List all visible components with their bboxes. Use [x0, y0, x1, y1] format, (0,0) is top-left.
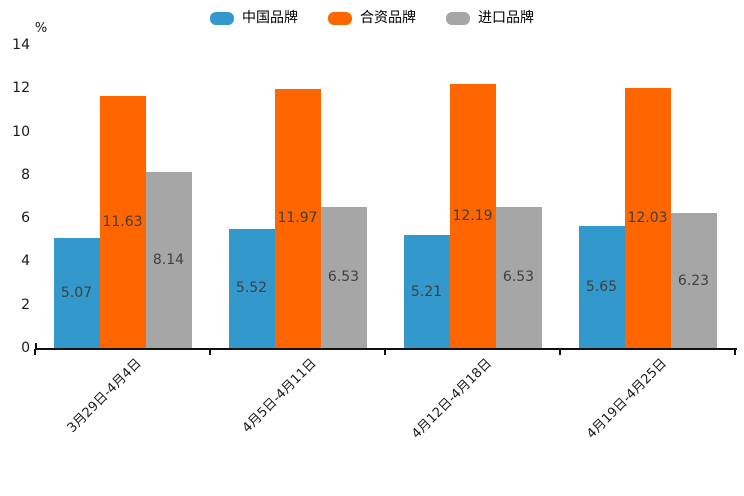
- legend-marker-icon: [210, 11, 234, 25]
- bar-value-label: 8.14: [152, 251, 185, 268]
- y-axis-tick-label: 2: [21, 296, 30, 313]
- y-axis-tick-label: 14: [12, 37, 30, 53]
- legend-item-series-1: 合资品牌: [328, 11, 416, 25]
- x-axis-category-label: 4月5日-4月11日: [240, 356, 321, 436]
- bar-value-label: 5.65: [585, 278, 618, 295]
- bar-series-2-category-3: 6.23: [670, 213, 717, 348]
- bar-series-2-category-2: 6.53: [495, 206, 542, 348]
- legend-item-label: 合资品牌: [360, 10, 416, 26]
- chart-legend: 中国品牌 合资品牌 进口品牌: [0, 8, 744, 28]
- legend-marker-icon: [328, 11, 352, 25]
- bar-value-label: 5.07: [60, 285, 93, 302]
- y-axis-tick-label: 0: [21, 340, 30, 356]
- legend-marker-icon: [446, 11, 470, 25]
- y-axis-tick-label: 6: [21, 210, 30, 227]
- bar-series-0-category-0: 5.07: [53, 238, 100, 348]
- x-axis-tick: [209, 349, 211, 355]
- bar-value-label: 12.19: [452, 208, 493, 225]
- x-axis-line: [35, 348, 737, 350]
- legend-item-series-0: 中国品牌: [210, 11, 298, 25]
- bar-value-label: 6.23: [677, 272, 710, 289]
- bar-value-label: 5.52: [235, 280, 268, 297]
- legend-item-series-2: 进口品牌: [446, 11, 534, 25]
- y-axis-tick-label: 4: [21, 253, 30, 270]
- x-axis-category-label: 4月12日-4月18日: [409, 356, 496, 442]
- y-axis-origin-stub: [35, 343, 37, 350]
- x-axis-tick: [384, 349, 386, 355]
- bar-value-label: 6.53: [327, 269, 360, 286]
- bar-series-0-category-1: 5.52: [228, 228, 275, 348]
- legend-item-label: 中国品牌: [242, 10, 298, 26]
- bar-series-0-category-3: 5.65: [578, 225, 625, 348]
- bar-series-2-category-1: 6.53: [320, 206, 367, 348]
- y-axis-tick-label: 8: [21, 166, 30, 183]
- bar-value-label: 11.97: [277, 210, 318, 227]
- x-axis-tick: [559, 349, 561, 355]
- bar-value-label: 5.21: [410, 283, 443, 300]
- x-axis-tick: [734, 349, 736, 355]
- bar-series-1-category-2: 12.19: [449, 84, 496, 348]
- bar-series-1-category-1: 11.97: [274, 88, 321, 348]
- x-axis-category-label: 3月29日-4月4日: [65, 356, 146, 436]
- y-axis-unit-label: %: [34, 21, 48, 36]
- bar-series-2-category-0: 8.14: [145, 171, 192, 348]
- bar-value-label: 6.53: [502, 269, 535, 286]
- bar-series-1-category-3: 12.03: [624, 87, 671, 348]
- x-axis-tick: [34, 349, 36, 355]
- x-axis-category-label: 4月19日-4月25日: [584, 356, 671, 442]
- bar-value-label: 11.63: [102, 214, 143, 231]
- legend-item-label: 进口品牌: [478, 10, 534, 26]
- y-axis-tick-label: 10: [12, 123, 30, 140]
- bar-series-0-category-2: 5.21: [403, 235, 450, 348]
- bar-series-1-category-0: 11.63: [99, 96, 146, 348]
- y-axis-tick-label: 12: [12, 80, 30, 97]
- bar-value-label: 12.03: [627, 209, 668, 226]
